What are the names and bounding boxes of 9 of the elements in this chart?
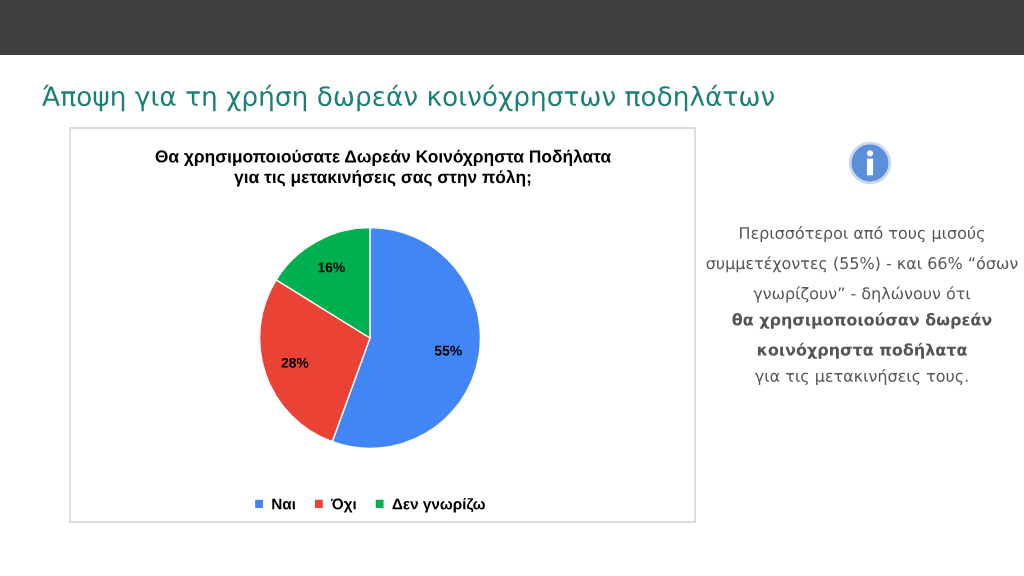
- legend-label: Όχι: [330, 498, 357, 513]
- text: για τις μετακινήσεις τους.: [755, 368, 968, 386]
- legend-label: Ναι: [272, 498, 296, 510]
- data-label: 16%: [318, 262, 345, 273]
- chart-subtitle: Θα χρησιμοποιούσατε Δωρεάν Κοινόχρηστα Ποδήλατα για τις μετακινήσεις σας στην πόλη;: [155, 149, 611, 187]
- data-label: 28%: [281, 357, 309, 368]
- chart-title: Άποψη για τη χρήση δωρεάν κοινόχρηστων ποδηλάτων: [42, 84, 774, 112]
- legend-label: Δεν γνωρίζω: [392, 498, 485, 513]
- data-label: 55%: [434, 345, 462, 356]
